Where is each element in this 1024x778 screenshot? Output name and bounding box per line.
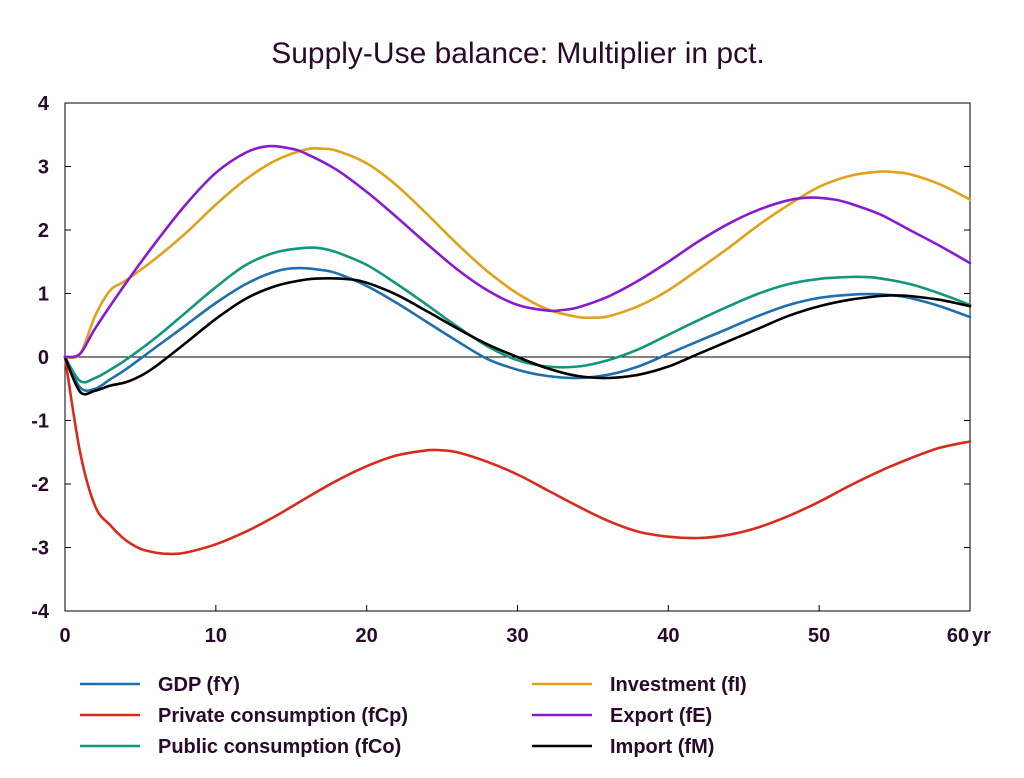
- x-tick-label: 50: [808, 625, 830, 647]
- y-axis: -4 -3 -2 -1 0 1 2 3 4: [31, 93, 970, 623]
- legend-label-gdp: GDP (fY): [158, 674, 240, 696]
- x-tick-label: 30: [506, 625, 528, 647]
- series-line-public-consumption: [63, 246, 972, 384]
- x-axis: 0 10 20 30 40 50 60 yr: [59, 605, 991, 647]
- y-tick-label: 0: [38, 347, 49, 369]
- legend-label-export: Export (fE): [610, 705, 712, 727]
- x-tick-label: 10: [205, 625, 227, 647]
- series-line-export: [63, 144, 972, 359]
- x-unit-label: yr: [972, 625, 991, 647]
- series-lines: [63, 144, 972, 556]
- x-tick-label: 40: [657, 625, 679, 647]
- x-tick-label: 0: [59, 625, 70, 647]
- y-tick-label: 3: [38, 157, 49, 179]
- series-line-import: [63, 277, 972, 396]
- y-tick-label: 4: [38, 93, 50, 115]
- legend-label-public-consumption: Public consumption (fCo): [158, 736, 401, 758]
- y-tick-label: -3: [31, 538, 49, 560]
- y-tick-label: -4: [31, 601, 50, 623]
- legend-label-import: Import (fM): [610, 736, 714, 758]
- y-tick-label: 1: [38, 284, 49, 306]
- legend-label-investment: Investment (fI): [610, 674, 747, 696]
- x-tick-label: 20: [356, 625, 378, 647]
- y-tick-label: 2: [38, 220, 49, 242]
- legend-label-private-consumption: Private consumption (fCp): [158, 705, 408, 727]
- chart-title: Supply-Use balance: Multiplier in pct.: [271, 37, 765, 70]
- x-tick-label: 60: [947, 625, 969, 647]
- series-line-private-consumption: [63, 355, 972, 556]
- y-tick-label: -1: [31, 411, 49, 433]
- series-line-gdp: [63, 266, 972, 392]
- y-tick-label: -2: [31, 474, 49, 496]
- legend: GDP (fY) Private consumption (fCp) Public …: [80, 674, 747, 758]
- series-line-investment: [63, 146, 972, 360]
